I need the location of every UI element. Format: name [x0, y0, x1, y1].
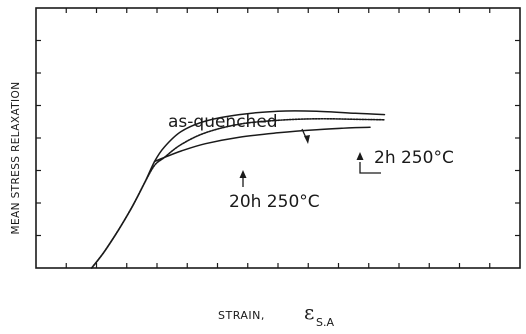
curves — [90, 110, 386, 269]
series-line-20h-250-c — [153, 126, 371, 163]
arrow-2h-leader — [359, 162, 381, 174]
annotation-20h-250c: 20h 250°C — [229, 192, 320, 212]
series-line-as-quenched — [90, 110, 386, 269]
arrow-2h-head — [356, 152, 364, 160]
arrow-20h-head — [239, 170, 247, 178]
annotation-2h-250c: 2h 250°C — [374, 148, 454, 168]
series-line-2h-250-c — [90, 117, 386, 269]
x-axis-subscript: S.A — [316, 316, 334, 329]
x-axis-label: STRAIN, — [218, 309, 265, 322]
y-ticks — [36, 39, 520, 237]
arrow-as-quenched-head — [304, 135, 310, 144]
y-axis-label: MEAN STRESS RELAXATION — [10, 82, 22, 235]
x-ticks — [65, 8, 491, 268]
plot-frame — [35, 7, 521, 269]
annotation-as-quenched: as-quenched — [168, 112, 278, 132]
x-axis-symbol: ε — [304, 300, 314, 324]
